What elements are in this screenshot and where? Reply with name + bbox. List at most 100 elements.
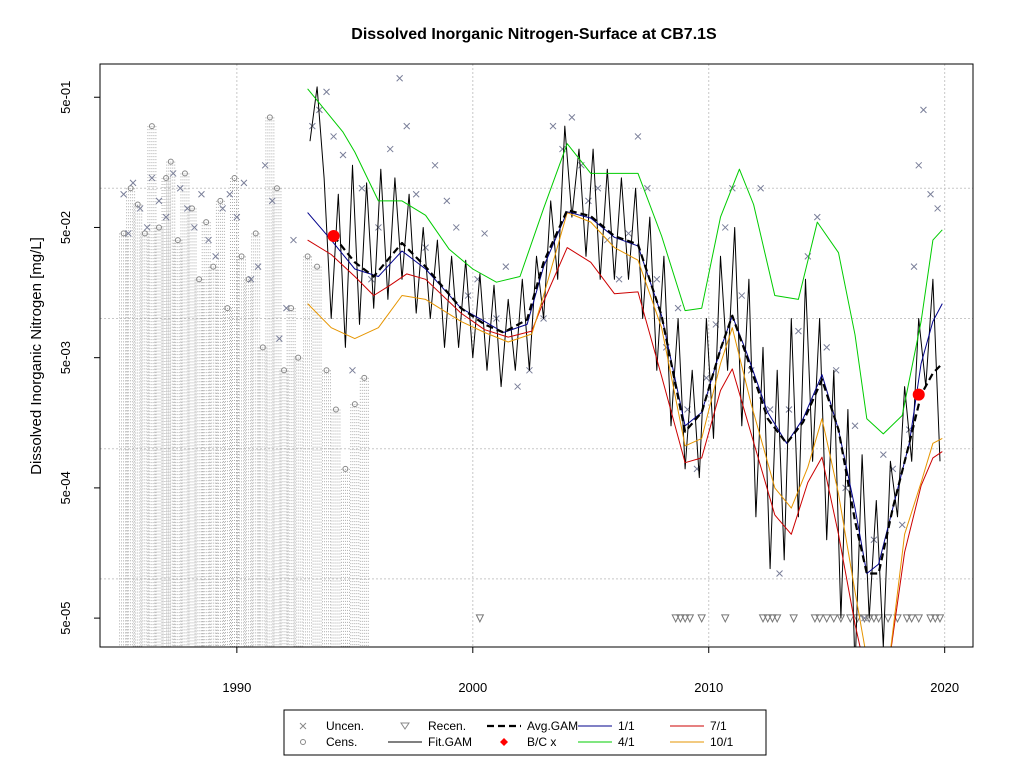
- series-line-10-1: [307, 212, 943, 647]
- recensored-point: [883, 614, 893, 623]
- uncensored-point: [452, 224, 460, 231]
- legend-label: 10/1: [710, 735, 734, 749]
- uncensored-point: [766, 406, 774, 413]
- uncensored-point: [386, 145, 394, 153]
- uncensored-point: [316, 106, 323, 114]
- recensored-point: [676, 614, 685, 623]
- series-line-fit-gam: [309, 86, 941, 647]
- x-tick-label: 2010: [694, 680, 723, 695]
- uncensored-point: [212, 252, 219, 260]
- uncensored-point: [795, 327, 802, 335]
- censored-point: [167, 158, 174, 165]
- uncensored-point: [549, 122, 557, 130]
- uncensored-point: [910, 263, 918, 271]
- y-tick-label: 5e-05: [58, 601, 73, 634]
- censored-point: [361, 374, 368, 381]
- uncensored-point: [261, 161, 269, 169]
- recensored-point: [475, 614, 485, 623]
- recensored-point: [822, 614, 832, 623]
- recensored-point: [829, 614, 839, 623]
- uncensored-point: [594, 184, 602, 192]
- x-tick-label: 2020: [930, 680, 959, 695]
- uncensored-point: [375, 224, 382, 231]
- censored-point: [155, 224, 162, 231]
- uncensored-point: [120, 190, 127, 198]
- bc-point: [912, 388, 925, 401]
- recensored-point: [671, 614, 681, 623]
- recensored-point: [720, 614, 730, 623]
- censored-point: [189, 205, 196, 212]
- uncensored-point: [443, 197, 451, 205]
- recensored-point: [869, 614, 879, 623]
- uncensored-point: [330, 133, 337, 140]
- y-axis-label: Dissolved Inorganic Nitrogen [mg/L]: [28, 237, 45, 475]
- series-line-7-1: [307, 239, 943, 647]
- recensored-point: [697, 614, 706, 623]
- censored-point: [314, 263, 321, 270]
- censored-point: [217, 197, 224, 204]
- uncensored-point: [757, 184, 765, 192]
- censored-point: [231, 174, 238, 181]
- uncensored-point: [162, 213, 170, 221]
- censored-point: [224, 305, 231, 312]
- uncensored-point: [934, 205, 941, 212]
- uncensored-point: [275, 335, 283, 343]
- censored-point: [148, 123, 155, 130]
- uncensored-point: [254, 263, 262, 271]
- recensored-point: [758, 614, 768, 623]
- uncensored-point: [198, 190, 205, 198]
- recensored-point: [789, 614, 798, 623]
- uncensored-point: [514, 383, 521, 390]
- recensored-point: [930, 614, 940, 623]
- censored-point: [304, 253, 311, 260]
- uncensored-point: [183, 205, 191, 212]
- uncensored-point: [191, 224, 198, 231]
- recensored-point: [685, 614, 695, 623]
- legend-symbol: [400, 722, 410, 730]
- censored-point: [252, 230, 259, 237]
- recensored-point: [768, 614, 777, 623]
- uncensored-point: [396, 74, 404, 82]
- uncensored-point: [568, 114, 576, 121]
- y-tick-label: 5e-01: [58, 81, 73, 114]
- legend-label: Recen.: [428, 719, 466, 733]
- uncensored-point: [823, 344, 831, 351]
- uncensored-point: [136, 205, 144, 212]
- uncensored-point: [129, 179, 137, 187]
- legend-label: 1/1: [618, 719, 635, 733]
- uncensored-point: [898, 521, 906, 529]
- recensored-point: [902, 614, 912, 623]
- uncensored-point: [176, 184, 184, 192]
- uncensored-point: [813, 213, 821, 221]
- uncensored-point: [339, 151, 347, 159]
- legend-label: Fit.GAM: [428, 735, 472, 749]
- legend-symbol: [500, 738, 508, 746]
- legend: Uncen. Cens. Recen. Fit.GAM Avg.GAM B/C x 1/1 4…: [283, 709, 767, 756]
- censored-point: [342, 465, 349, 472]
- uncensored-point: [358, 184, 366, 192]
- axes: 1990 2000 2010 2020 5e-05 5e-04 5e-03 5e-02 5e-0…: [58, 81, 959, 695]
- uncensored-point: [653, 275, 661, 283]
- recensored-point: [926, 614, 935, 623]
- recensored-point: [845, 614, 855, 623]
- recensored-point: [914, 614, 924, 623]
- censored-point: [295, 354, 302, 361]
- y-tick-label: 5e-02: [58, 211, 73, 244]
- recensored-points: [475, 614, 945, 623]
- uncensored-point: [738, 292, 746, 299]
- series-line-4-1: [307, 88, 943, 435]
- uncensored-point: [585, 197, 592, 205]
- uncensored-point: [879, 451, 887, 459]
- uncensored-point: [703, 374, 710, 382]
- y-tick-label: 5e-04: [58, 471, 73, 504]
- uncensored-point: [349, 366, 356, 374]
- uncensored-points: [120, 74, 941, 622]
- censored-point: [181, 170, 188, 177]
- plot-frame: [99, 63, 974, 648]
- series-line-avg-gam: [332, 209, 944, 575]
- censored-point: [210, 263, 217, 270]
- legend-box: [283, 709, 767, 756]
- recensored-point: [680, 614, 690, 623]
- legend-label: Uncen.: [326, 719, 364, 733]
